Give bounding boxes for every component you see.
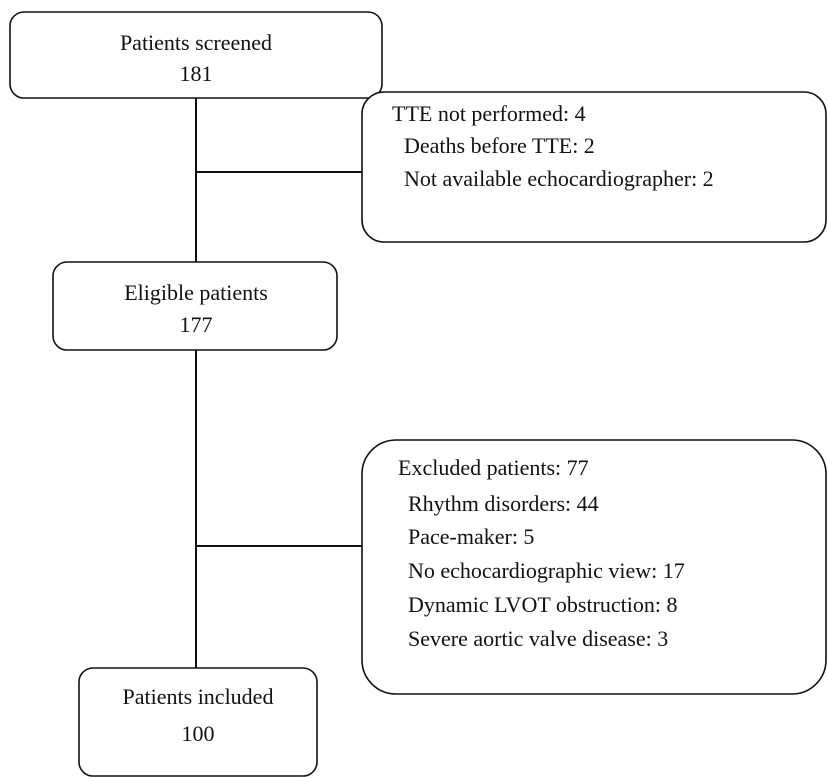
exclusion-box xyxy=(361,91,827,243)
node-box xyxy=(52,261,338,351)
node-label: Patients included xyxy=(123,684,274,709)
exclusion-item: Rhythm disorders: 44 xyxy=(408,491,599,516)
node-box xyxy=(78,667,318,777)
exclusion-box xyxy=(361,439,827,695)
node-label: Eligible patients xyxy=(124,280,268,305)
node-count: 100 xyxy=(182,721,215,746)
exclusion-item: No echocardiographic view: 17 xyxy=(408,558,685,583)
exclusion-item: Severe aortic valve disease: 3 xyxy=(408,626,668,651)
exclusion-item: Deaths before TTE: 2 xyxy=(404,133,595,158)
node-count: 177 xyxy=(180,312,213,337)
exclusion-title: Excluded patients: 77 xyxy=(398,455,589,480)
node-count: 181 xyxy=(180,61,213,86)
node-box xyxy=(9,11,383,99)
exclusion-item: Not available echocardiographer: 2 xyxy=(404,166,714,191)
exclusion-title: TTE not performed: 4 xyxy=(392,101,586,126)
exclusion-item: Pace-maker: 5 xyxy=(408,524,534,549)
node-label: Patients screened xyxy=(120,30,272,55)
exclusion-item: Dynamic LVOT obstruction: 8 xyxy=(408,592,677,617)
